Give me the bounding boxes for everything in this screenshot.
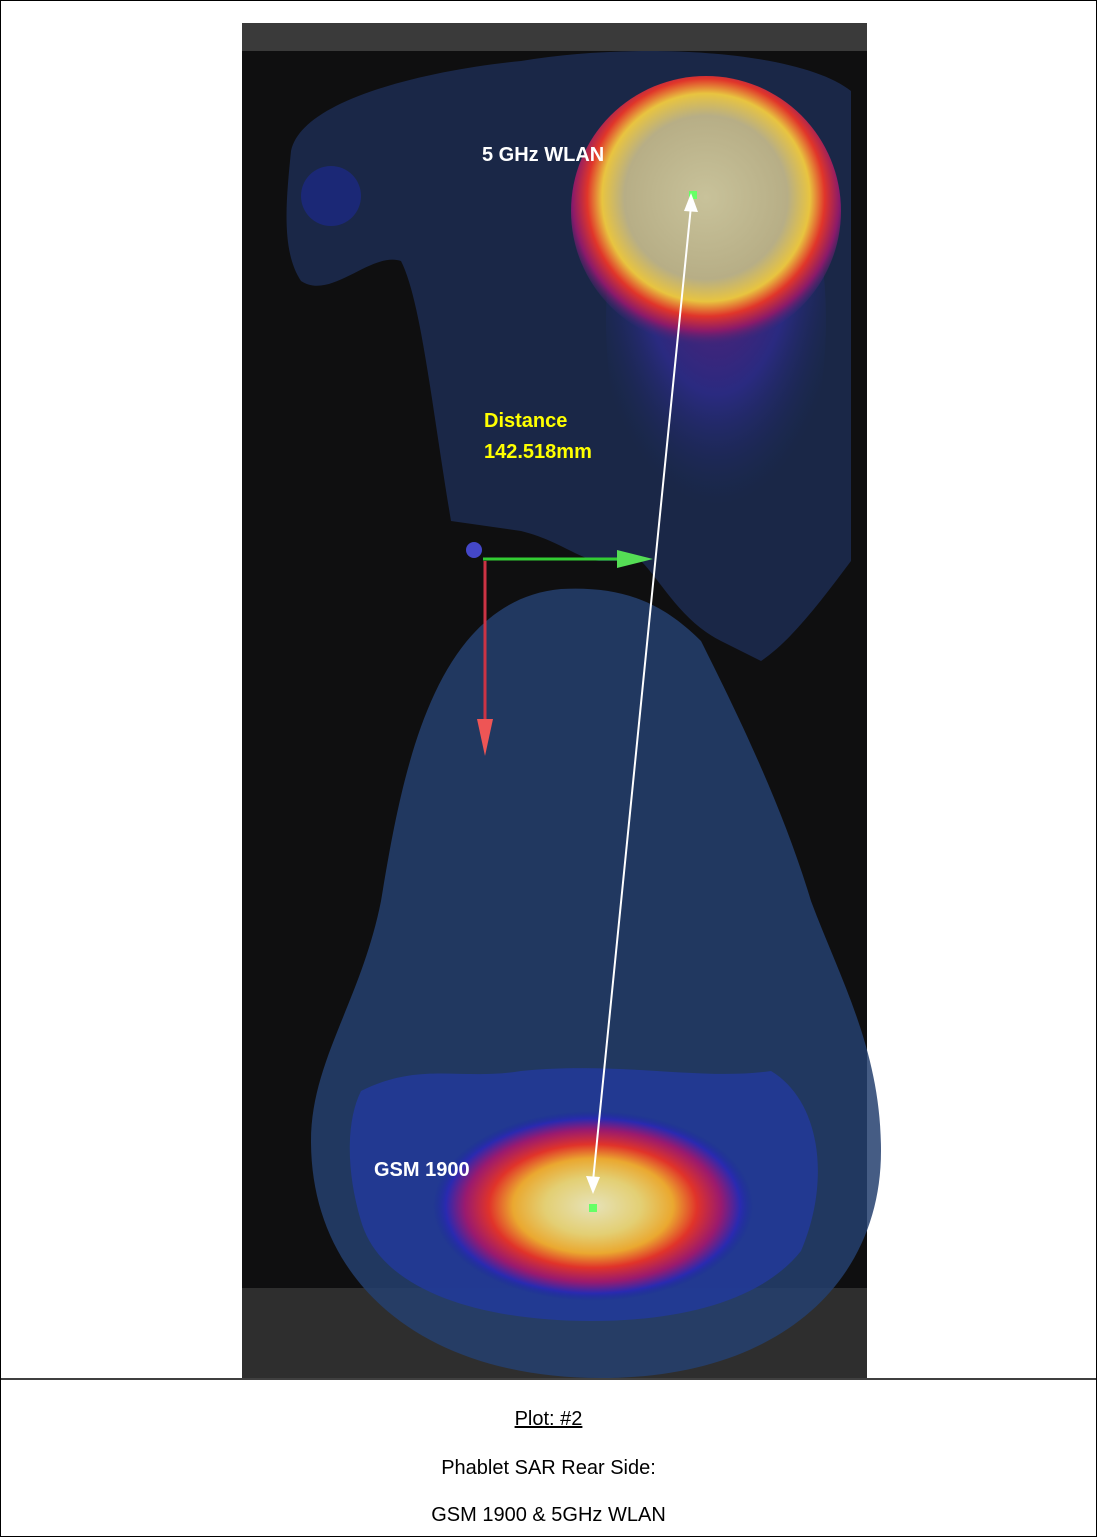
caption-line: Phablet SAR Rear Side: [441, 1457, 656, 1479]
arrow-head-top [684, 193, 698, 212]
wlan-side-lobe [301, 166, 361, 226]
axis-origin [466, 542, 482, 558]
gsm-label: GSM 1900 [374, 1159, 470, 1181]
distance-title: Distance [484, 410, 567, 432]
distance-line [592, 205, 692, 1182]
axis-x-head [617, 550, 653, 568]
plot-top-strip [242, 23, 867, 51]
wlan-label: 5 GHz WLAN [482, 144, 604, 166]
axis-y-head [477, 719, 493, 756]
arrow-head-bottom [586, 1176, 600, 1194]
distance-value: 142.518mm [484, 441, 592, 463]
wlan-peak-marker [689, 191, 697, 199]
gsm-peak-marker [589, 1204, 597, 1212]
plot-number: Plot: #2 [514, 1408, 583, 1430]
sar-figure: 5 GHz WLAN Distance 142.518mm GSM 1900 [1, 23, 1096, 1380]
caption-line: GSM 1900 & 5GHz WLAN [431, 1504, 666, 1526]
wlan-hotspot [571, 76, 841, 346]
